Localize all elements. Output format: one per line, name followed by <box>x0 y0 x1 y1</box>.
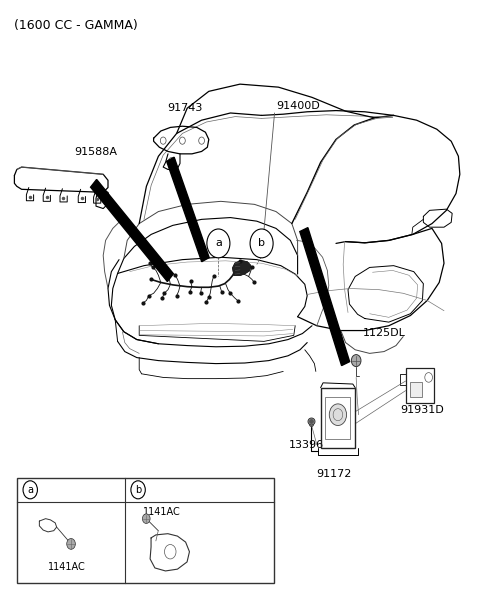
Text: 91743: 91743 <box>167 103 203 113</box>
Circle shape <box>131 481 145 499</box>
Bar <box>17 478 274 583</box>
Circle shape <box>351 355 361 367</box>
Text: a: a <box>215 239 222 248</box>
Polygon shape <box>91 180 173 281</box>
Bar <box>410 382 422 397</box>
Text: 91400D: 91400D <box>276 101 320 111</box>
Text: a: a <box>27 485 33 495</box>
Circle shape <box>67 538 75 549</box>
Bar <box>325 397 350 439</box>
Circle shape <box>207 229 230 258</box>
Circle shape <box>250 229 273 258</box>
Text: 1141AC: 1141AC <box>143 507 180 517</box>
Text: (1600 CC - GAMMA): (1600 CC - GAMMA) <box>14 19 138 32</box>
Text: 13396: 13396 <box>288 440 324 450</box>
Polygon shape <box>300 228 349 365</box>
Text: b: b <box>258 239 265 248</box>
Circle shape <box>23 481 37 499</box>
Polygon shape <box>233 261 251 275</box>
Text: 1141AC: 1141AC <box>48 562 86 572</box>
Circle shape <box>143 514 150 523</box>
Polygon shape <box>167 157 209 261</box>
Text: 91931D: 91931D <box>400 405 444 415</box>
Text: b: b <box>135 485 141 495</box>
Text: 91172: 91172 <box>316 469 351 479</box>
Bar <box>406 368 434 403</box>
Bar <box>321 388 355 448</box>
Text: 1125DL: 1125DL <box>362 328 405 338</box>
Circle shape <box>329 404 347 426</box>
Text: 91588A: 91588A <box>74 147 118 157</box>
